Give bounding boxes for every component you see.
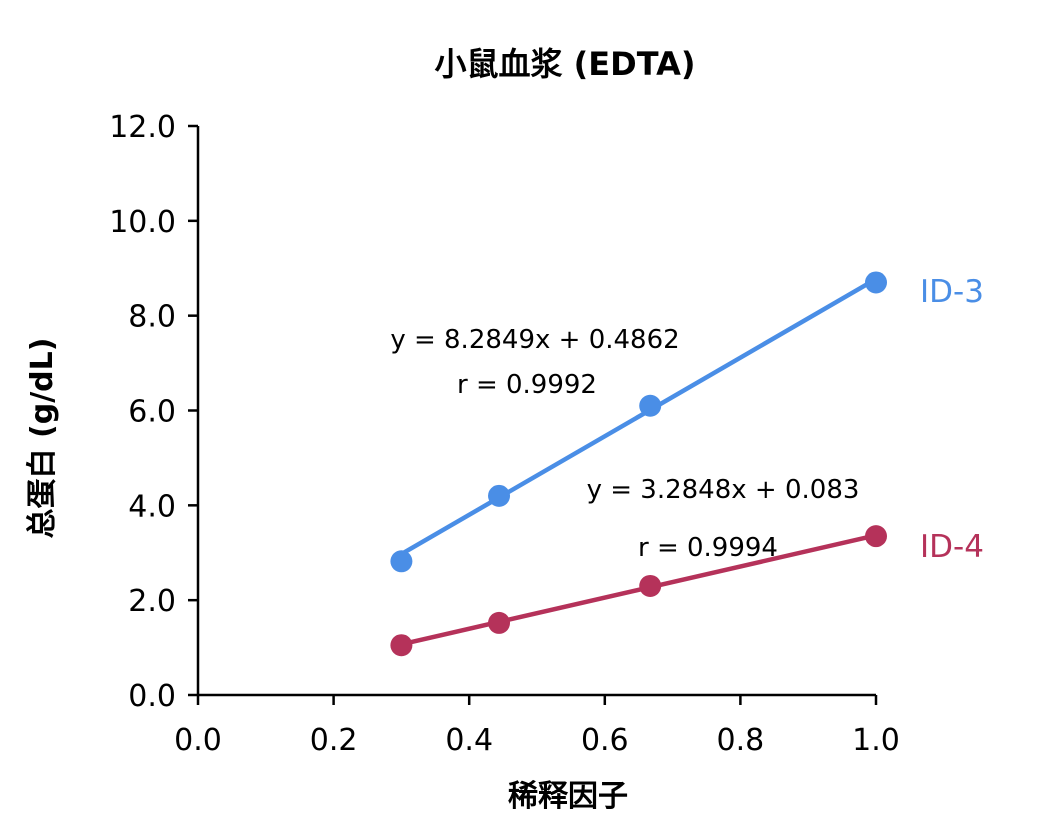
x-tick-label: 0.0: [174, 723, 222, 758]
id4-data-point: [390, 634, 413, 657]
id3-data-point: [865, 271, 887, 294]
y-axis-title: 总蛋白 (g/dL): [25, 338, 60, 539]
x-axis-title: 稀释因子: [508, 779, 628, 814]
id4-trend-line: [399, 533, 879, 647]
id4-series-label: ID-4: [920, 529, 984, 565]
id3-data-point: [639, 394, 662, 417]
series-layer: [390, 271, 887, 657]
chart-title: 小鼠血浆 (EDTA): [435, 45, 696, 83]
id4-data-point: [639, 574, 662, 597]
id3-data-point: [390, 550, 413, 573]
y-ticks: 0.0 2.0 4.0 6.0 8.0 10.0 12.0: [109, 110, 198, 714]
id3-trend-line: [399, 276, 879, 557]
id4-r-value: r = 0.9994: [638, 533, 778, 563]
x-tick-label: 0.2: [310, 723, 358, 758]
x-tick-label: 0.4: [445, 723, 493, 758]
id4-data-point: [488, 611, 511, 634]
id4-equation: y = 3.2848x + 0.083: [587, 475, 860, 505]
id3-data-point: [488, 484, 511, 507]
y-tick-label: 10.0: [109, 205, 176, 240]
y-tick-label: 8.0: [128, 300, 176, 335]
id4-data-point: [865, 525, 887, 548]
x-tick-label: 1.0: [852, 723, 900, 758]
id3-r-value: r = 0.9992: [457, 370, 597, 400]
y-tick-label: 12.0: [109, 110, 176, 145]
y-tick-label: 0.0: [128, 679, 176, 714]
id3-equation: y = 8.2849x + 0.4862: [390, 325, 679, 355]
y-tick-label: 4.0: [128, 489, 176, 524]
x-ticks: 0.0 0.2 0.4 0.6 0.8 1.0: [174, 695, 900, 758]
x-tick-label: 0.8: [717, 723, 765, 758]
y-tick-label: 2.0: [128, 584, 176, 619]
id3-series-label: ID-3: [920, 274, 984, 310]
axes: [196, 126, 876, 697]
y-tick-label: 6.0: [128, 395, 176, 430]
x-tick-label: 0.6: [581, 723, 629, 758]
